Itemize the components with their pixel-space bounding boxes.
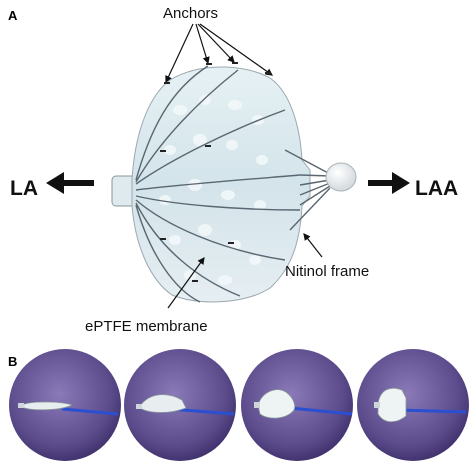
membrane-pointer [167,257,205,309]
eptfe-membrane-label: ePTFE membrane [85,318,208,335]
nitinol-pointer [303,233,323,258]
nitinol-frame [135,65,331,303]
deployment-stage-partial [124,349,236,461]
eptfe-membrane [131,66,311,303]
panel-b-letter: B [8,354,17,369]
deployment-stage-full [357,349,469,461]
la-arrow [46,172,94,194]
laa-label: LAA [415,177,458,200]
deployment-stage-half [241,349,353,461]
la-label: LA [10,177,38,200]
nitinol-frame-label: Nitinol frame [285,263,369,280]
anchors-label: Anchors [163,5,218,22]
watchman-device [111,62,357,303]
deployment-stage-collapsed [9,349,121,461]
anchor-pointers [165,23,273,84]
laa-arrow [368,172,410,194]
panel-a-letter: A [8,8,18,23]
